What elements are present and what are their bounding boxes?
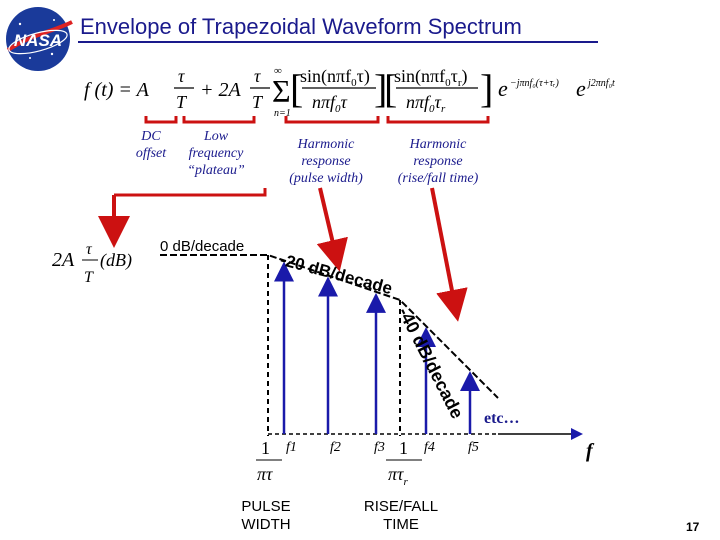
equation-n1: n=1 xyxy=(274,108,291,119)
corner2-num: 1 xyxy=(399,438,408,458)
equation-rbracket1: ] xyxy=(374,66,387,111)
harmonic-label-f5: f5 xyxy=(468,440,479,455)
low-frequency-label: Low frequency “plateau” xyxy=(187,129,245,178)
arrow-to-plateau xyxy=(114,188,267,197)
corner1-num: 1 xyxy=(261,438,270,458)
arrow-pulse xyxy=(316,187,348,272)
equation-exp2-power: j2πnf₀t xyxy=(586,78,615,89)
x-axis-label: f xyxy=(586,440,593,462)
corner1-den: πτ xyxy=(257,464,273,484)
bracket-rise xyxy=(386,116,490,124)
harmonic-pulse-label: Harmonic response (pulse width) xyxy=(289,137,363,186)
dc-offset-label: DC offset xyxy=(135,129,167,161)
corner2-den: πτr xyxy=(388,464,408,488)
equation-sigma: Σ xyxy=(272,73,291,109)
harmonic-label-f2: f2 xyxy=(330,440,341,455)
arrow-rise xyxy=(430,187,468,322)
envelope-line xyxy=(160,254,499,399)
spectrum-equation: f (t) = A τ T + 2A τ T ∞ Σ n=1 [ sin(nπf… xyxy=(84,65,615,119)
term-brackets xyxy=(144,116,490,124)
equation-den2: nπf0τr xyxy=(406,92,446,115)
equation-exp1: −jπnf₀(τ+τᵣ) xyxy=(510,78,559,89)
equation-tau2: τ xyxy=(254,66,261,86)
equation-rbracket2: ] xyxy=(480,66,493,111)
plateau-slope-label: 0 dB/decade xyxy=(160,238,245,255)
rise-fall-label: RISE/FALL TIME xyxy=(363,498,439,533)
title-underline xyxy=(78,41,598,43)
nasa-logo: NASA xyxy=(6,7,73,71)
etc-label: etc… xyxy=(484,410,520,427)
page-title: Envelope of Trapezoidal Waveform Spectru… xyxy=(80,14,522,39)
y-label-db: (dB) xyxy=(100,250,132,271)
equation-exp2: e xyxy=(576,76,586,101)
harmonic-label-f3: f3 xyxy=(374,440,385,455)
bracket-pulse xyxy=(284,116,380,124)
y-label-2a: 2A xyxy=(52,249,75,271)
logo-text: NASA xyxy=(14,31,62,50)
equation-T2: T xyxy=(252,92,264,112)
equation-2a: + 2A xyxy=(200,79,241,101)
page-number: 17 xyxy=(686,520,700,534)
equation-T1: T xyxy=(176,92,188,112)
bracket-low-frequency xyxy=(182,116,256,124)
harmonic-rise-label: Harmonic response (rise/fall time) xyxy=(397,137,479,186)
pulse-width-label: PULSE WIDTH xyxy=(241,498,291,533)
harmonic-label-f1: f1 xyxy=(286,440,297,455)
equation-infinity: ∞ xyxy=(274,65,282,77)
equation-tau1: τ xyxy=(178,66,185,86)
equation-exp: e xyxy=(498,76,508,101)
y-label-tau: τ xyxy=(86,241,93,258)
equation-lhs: f (t) = A xyxy=(84,79,150,101)
y-label-T: T xyxy=(84,269,94,286)
equation-lbracket1: [ xyxy=(290,66,303,111)
harmonic-label-f4: f4 xyxy=(424,440,435,455)
bracket-dc xyxy=(144,116,178,124)
equation-lbracket2: [ xyxy=(384,66,397,111)
